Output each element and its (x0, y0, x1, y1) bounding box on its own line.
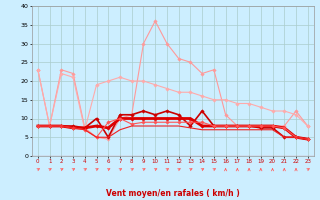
Text: Vent moyen/en rafales ( km/h ): Vent moyen/en rafales ( km/h ) (106, 189, 240, 198)
